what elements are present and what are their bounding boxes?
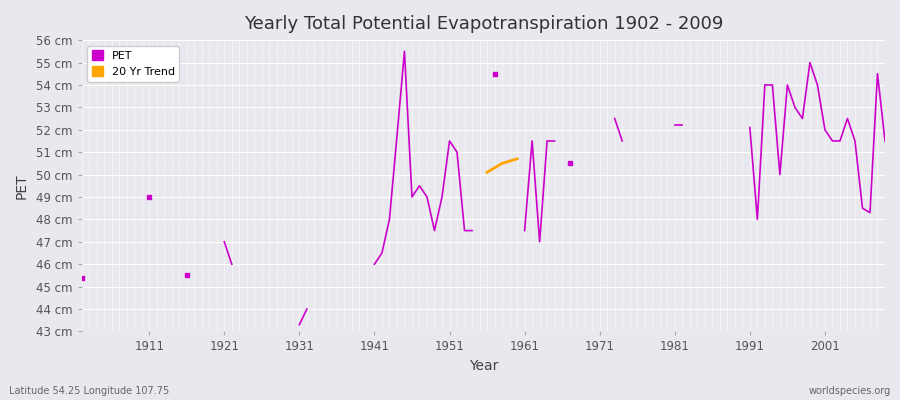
X-axis label: Year: Year [469,359,498,373]
Y-axis label: PET: PET [15,173,29,198]
Text: Latitude 54.25 Longitude 107.75: Latitude 54.25 Longitude 107.75 [9,386,169,396]
Text: worldspecies.org: worldspecies.org [809,386,891,396]
Legend: PET, 20 Yr Trend: PET, 20 Yr Trend [87,46,179,82]
Title: Yearly Total Potential Evapotranspiration 1902 - 2009: Yearly Total Potential Evapotranspiratio… [244,15,723,33]
